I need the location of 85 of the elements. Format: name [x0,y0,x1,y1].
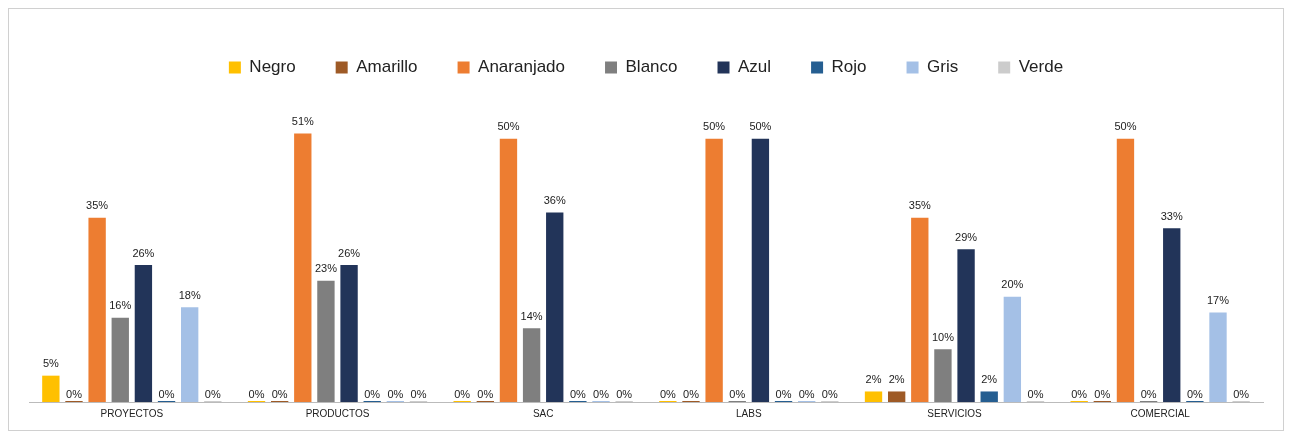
data-label: 0% [1186,387,1204,400]
data-label: 0% [775,387,792,400]
data-label: 0% [387,387,404,400]
bar [1163,228,1181,402]
data-label: 16% [109,299,132,312]
bar [317,280,335,402]
bar [911,217,929,402]
bar [294,133,312,402]
x-tick-label: PROYECTOS [100,407,164,419]
data-label: 50% [497,120,520,133]
bar [751,138,770,402]
data-label: 0% [410,387,427,400]
legend-label: Negro [249,57,296,77]
data-label: 0% [1027,387,1044,400]
data-label: 20% [1001,278,1024,291]
data-label: 0% [798,387,815,400]
data-label: 14% [520,309,543,322]
data-label: 36% [543,193,566,206]
data-label: 0% [569,387,587,400]
x-tick-label: SERVICIOS [927,407,982,419]
data-label: 50% [1114,120,1137,133]
data-label: 0% [659,387,677,400]
x-tick-label: LABS [736,407,762,419]
x-tick-label: SAC [532,407,554,419]
data-label: 0% [158,387,175,400]
data-label: 0% [821,387,838,400]
data-label: 10% [931,330,955,343]
data-label: 0% [364,387,381,400]
data-label: 0% [593,387,610,400]
bar [340,265,358,402]
bar [1003,296,1022,402]
data-label: 35% [86,199,109,212]
data-label: 17% [1206,294,1230,306]
data-label: 33% [1160,209,1183,222]
data-label: 35% [908,199,932,212]
legend-label: Verde [1018,57,1064,77]
data-label: 0% [454,387,471,400]
data-label: 50% [749,120,772,133]
data-label: 51% [291,114,315,127]
bar [1116,138,1135,402]
bar [980,391,998,402]
data-label: 0% [616,387,633,400]
bar [522,328,541,402]
data-label: 2% [981,373,998,385]
data-label: 0% [1140,387,1157,400]
data-label: 0% [1071,387,1088,400]
data-label: 26% [132,246,155,259]
data-label: 0% [477,387,494,400]
legend-label: Rojo [831,57,867,77]
bar [1209,312,1227,402]
x-tick-label: PRODUCTOS [305,407,370,419]
legend-label: Amarillo [356,57,418,77]
data-label: 5% [42,357,60,370]
bar [134,265,153,402]
data-label: 26% [338,246,361,259]
bar [88,217,106,402]
data-label: 29% [955,230,978,243]
data-label: 0% [683,387,700,400]
data-label: 0% [66,387,83,400]
data-label: 0% [1094,387,1111,400]
data-label: 0% [271,387,288,400]
data-label: 23% [314,262,338,275]
data-label: 0% [248,387,265,400]
legend-label: Azul [738,57,772,77]
bar [957,249,975,402]
legend-label: Anaranjado [478,57,566,77]
data-label: 0% [204,387,221,400]
bar [864,391,883,402]
legend-label: Gris [927,57,959,77]
bar [934,349,952,402]
legend-label: Blanco [625,57,678,77]
data-label: 18% [178,288,201,301]
data-label: 0% [729,387,746,400]
bar [42,375,60,402]
bar [546,212,564,402]
data-label: 2% [865,373,882,385]
bar [887,391,906,402]
x-tick-label: COMERCIAL [1130,407,1191,419]
data-label: 2% [888,373,905,385]
bar [111,317,129,402]
data-label: 0% [1233,387,1250,400]
data-label: 50% [703,120,726,133]
bar [181,307,199,402]
bar [705,138,723,402]
bar [499,138,518,402]
